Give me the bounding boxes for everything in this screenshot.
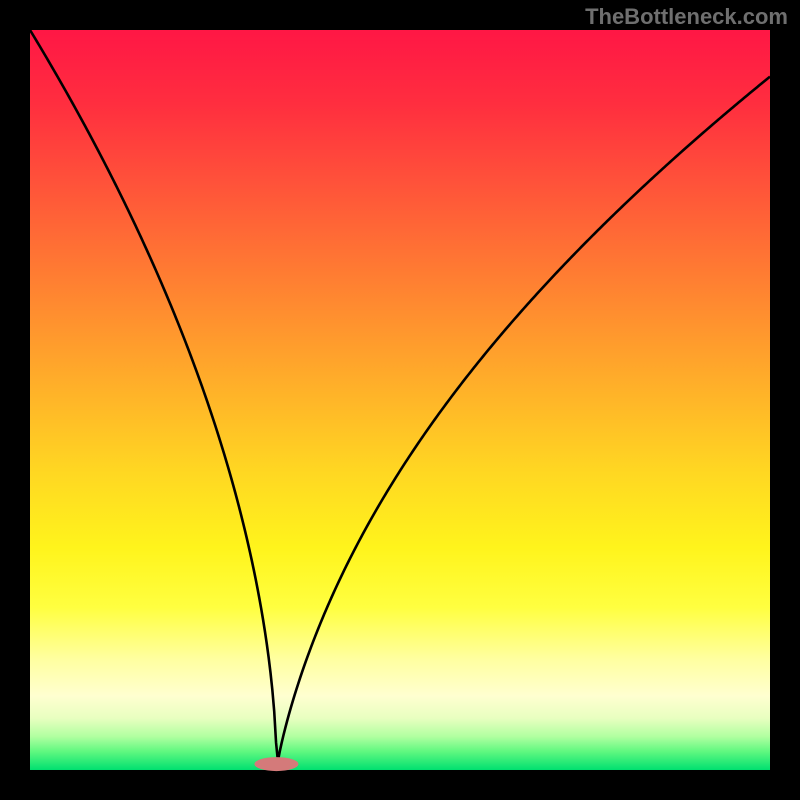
chart-container: TheBottleneck.com <box>0 0 800 800</box>
plot-background <box>30 30 770 770</box>
minimum-marker <box>254 757 298 771</box>
bottleneck-chart <box>0 0 800 800</box>
watermark-text: TheBottleneck.com <box>585 4 788 30</box>
